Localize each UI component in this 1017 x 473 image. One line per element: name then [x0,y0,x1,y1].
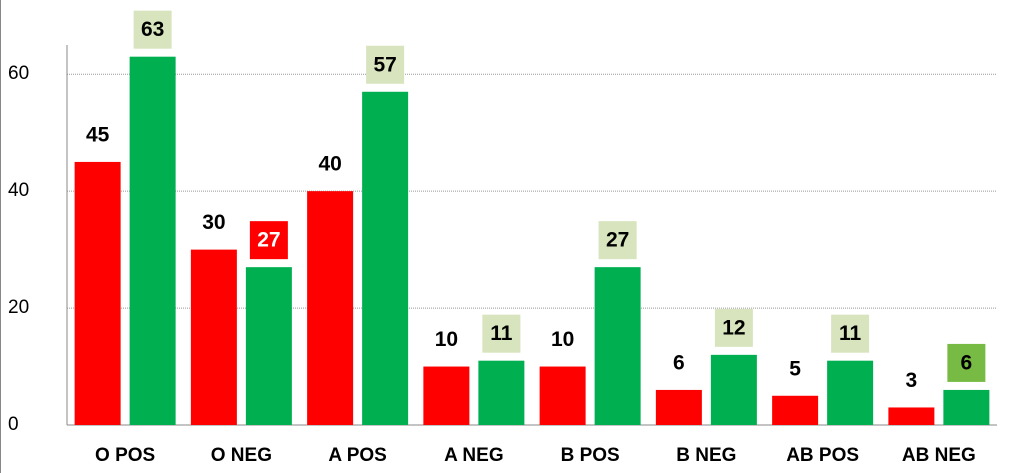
bar [888,407,935,425]
data-label-box [598,221,637,260]
y-tick-label: 40 [8,180,29,201]
x-tick-label: B NEG [676,445,736,466]
x-tick-label: A POS [328,445,386,466]
bar [307,191,354,425]
data-label: 10 [435,328,458,351]
data-label: 57 [373,53,396,76]
bar [74,161,121,425]
data-label-box [947,343,986,382]
y-tick-label: 0 [8,414,19,435]
bar [478,360,525,425]
x-tick-label: O NEG [211,445,272,466]
y-tick-label: 20 [8,297,29,318]
data-label-box [133,10,172,49]
data-label: 45 [86,123,110,146]
x-tick-label: B POS [561,445,620,466]
bar [710,354,757,425]
data-label: 40 [318,153,341,176]
bar [245,267,292,425]
data-label: 30 [202,211,225,234]
bar [362,91,409,426]
bar [539,366,586,425]
data-label-box [366,45,405,84]
data-label-box [249,221,288,260]
data-label-box [482,314,521,353]
bar [594,267,641,425]
x-tick-label: A NEG [444,445,503,466]
x-tick-label: O POS [95,445,155,466]
data-label: 6 [961,351,973,374]
data-label: 6 [673,351,685,374]
bar [129,56,176,425]
data-label: 3 [906,369,918,392]
x-tick-label: AB NEG [902,445,976,466]
data-label-box [831,314,870,353]
data-label: 11 [490,322,513,345]
data-label-box [714,308,753,347]
y-tick-label: 60 [8,63,29,84]
data-label: 10 [551,328,574,351]
data-label: 63 [141,18,164,41]
data-label: 5 [789,357,801,380]
data-label: 27 [606,229,629,252]
bar [190,249,237,425]
data-label: 11 [839,322,862,345]
bar [943,389,990,425]
x-tick-label: AB POS [786,445,859,466]
bar [655,389,702,425]
data-label: 12 [722,316,745,339]
data-label: 27 [257,229,280,252]
bar [772,395,819,425]
bar [423,366,470,425]
bar [827,360,874,425]
